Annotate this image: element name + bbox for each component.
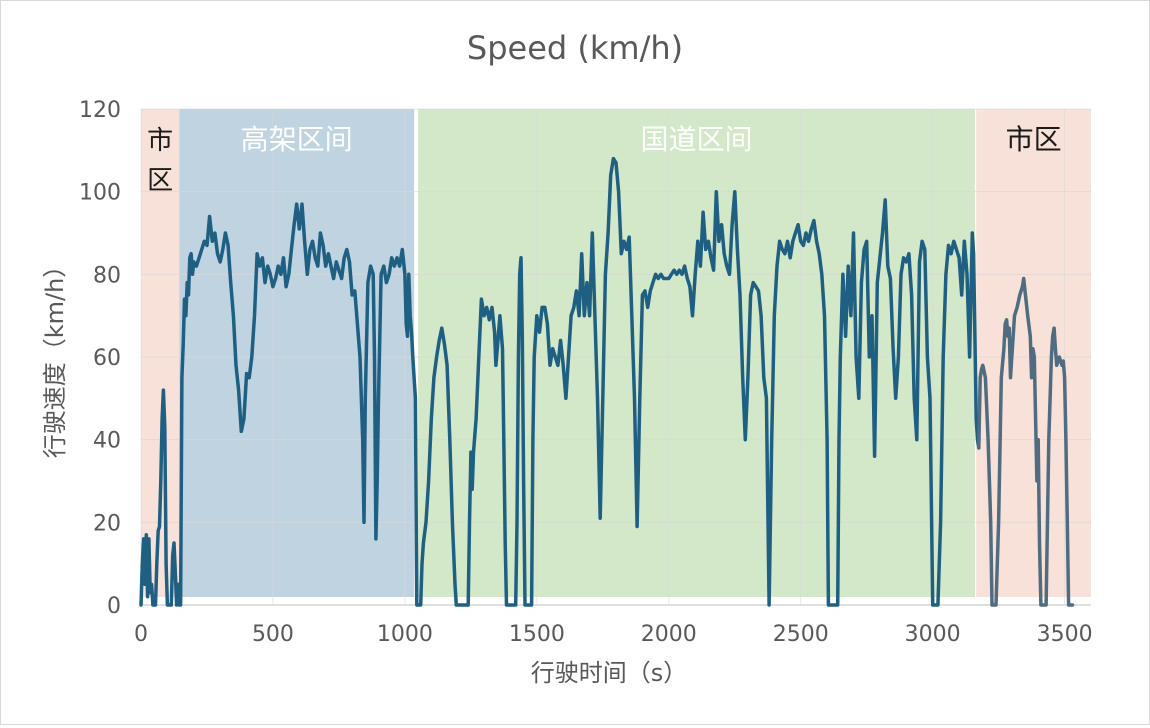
y-tick-label-6: 120	[79, 98, 121, 123]
speed-series-line-0	[139, 156, 981, 607]
region-label-0-char-1: 区	[147, 166, 173, 196]
x-tick-label-1: 500	[252, 622, 294, 647]
x-tick-label-3: 1500	[509, 622, 565, 647]
x-tick-label-4: 2000	[641, 622, 697, 647]
x-tick-label-2: 1000	[377, 622, 433, 647]
chart-title: Speed (km/h)	[467, 29, 683, 67]
region-band-2	[418, 109, 975, 597]
region-label-2: 国道区间	[640, 123, 752, 156]
x-tick-label-0: 0	[134, 622, 148, 647]
region-label-1: 高架区间	[241, 123, 353, 156]
grid-layer: 0 20 40 60 80 100 120 0 500 1000 1500 2000 2500 3000 3…	[79, 98, 1093, 647]
y-tick-label-5: 100	[79, 181, 121, 206]
y-tick-label-1: 20	[93, 511, 121, 536]
region-label-0-char-0: 市	[147, 126, 173, 156]
y-tick-label-2: 40	[93, 429, 121, 454]
series-layer	[139, 156, 1075, 607]
x-axis-label: 行驶时间（s）	[531, 659, 688, 687]
speed-series-line-1	[977, 276, 1075, 607]
y-tick-label-3: 60	[93, 346, 121, 371]
x-tick-label-6: 3000	[905, 622, 961, 647]
y-tick-label-0: 0	[107, 594, 121, 619]
y-axis-label: 行驶速度（km/h）	[41, 254, 69, 459]
labels-layer: 市区 高架区间 国道区间 市区	[147, 123, 1061, 196]
y-tick-label-4: 80	[93, 263, 121, 288]
x-tick-label-5: 2500	[773, 622, 829, 647]
region-label-3: 市区	[1006, 123, 1062, 156]
x-tick-label-7: 3500	[1037, 622, 1093, 647]
